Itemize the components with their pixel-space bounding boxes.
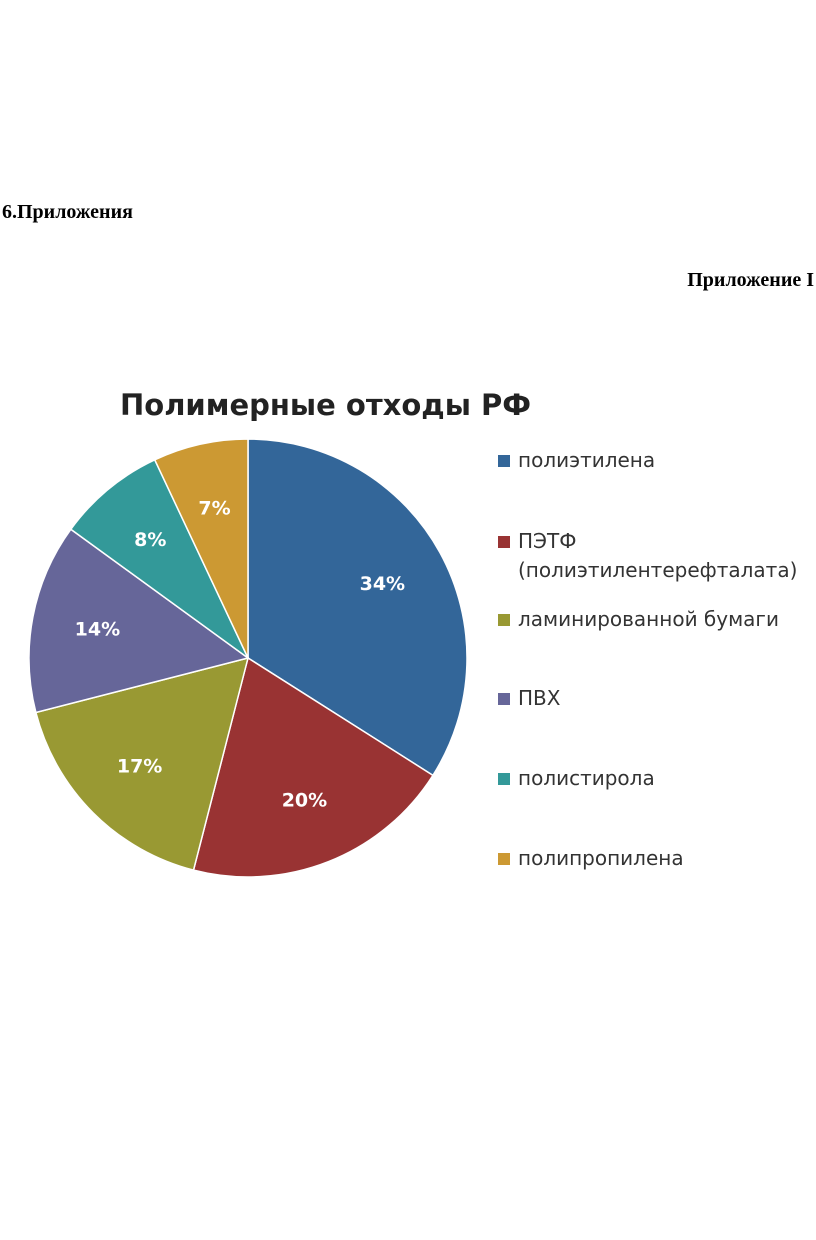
legend-item-4: полистирола xyxy=(498,764,655,793)
pie-slice-1 xyxy=(192,656,434,878)
legend-swatch xyxy=(498,455,510,467)
slice-data-label-4: 8% xyxy=(134,529,166,551)
legend-swatch xyxy=(498,614,510,626)
legend-label-line: полипропилена xyxy=(518,846,684,870)
slice-data-label-2: 17% xyxy=(117,755,162,777)
legend-label: полипропилена xyxy=(518,844,684,873)
slice-data-label-3: 14% xyxy=(75,618,120,640)
legend-swatch xyxy=(498,853,510,865)
legend-label-line: ПЭТФ xyxy=(518,529,577,553)
legend-swatch xyxy=(498,693,510,705)
slice-data-label-0: 34% xyxy=(360,573,405,595)
appendix-label: Приложение I xyxy=(687,269,814,291)
pie-slice-0 xyxy=(247,438,468,777)
pie-slice-3 xyxy=(28,528,250,714)
legend-label: ПЭТФ (полиэтилентерефталата) xyxy=(518,527,797,585)
legend-label-line: полистирола xyxy=(518,766,655,790)
legend-swatch xyxy=(498,773,510,785)
legend-label-line: ламинированной бумаги xyxy=(518,607,779,631)
legend-item-5: полипропилена xyxy=(498,844,684,873)
slice-data-label-5: 7% xyxy=(198,497,230,519)
legend-swatch xyxy=(498,536,510,548)
pie-chart-svg: 34% 20% 17% 14% 8% 7% xyxy=(28,438,468,878)
legend-label-line: ПВХ xyxy=(518,686,561,710)
pie-chart: 34% 20% 17% 14% 8% 7% Полимерные отходы РФ по… xyxy=(0,370,816,910)
pie-slice-2 xyxy=(34,656,250,872)
legend-item-1: ПЭТФ (полиэтилентерефталата) xyxy=(498,527,797,585)
chart-title: Полимерные отходы РФ xyxy=(120,388,532,422)
legend-label: полистирола xyxy=(518,764,655,793)
pie-slice-4 xyxy=(69,458,249,659)
legend-label-line: (полиэтилентерефталата) xyxy=(518,558,798,582)
legend-item-0: полиэтилена xyxy=(498,446,655,475)
legend-item-2: ламинированной бумаги xyxy=(498,605,779,634)
legend-label: полиэтилена xyxy=(518,446,655,475)
slice-data-label-1: 20% xyxy=(282,790,327,812)
legend-item-3: ПВХ xyxy=(498,684,560,713)
legend-label-line: полиэтилена xyxy=(518,448,656,472)
legend-label: ПВХ xyxy=(518,684,560,713)
pie-slice-5 xyxy=(153,438,249,659)
legend-label: ламинированной бумаги xyxy=(518,605,779,634)
section-heading: 6.Приложения xyxy=(2,201,133,223)
